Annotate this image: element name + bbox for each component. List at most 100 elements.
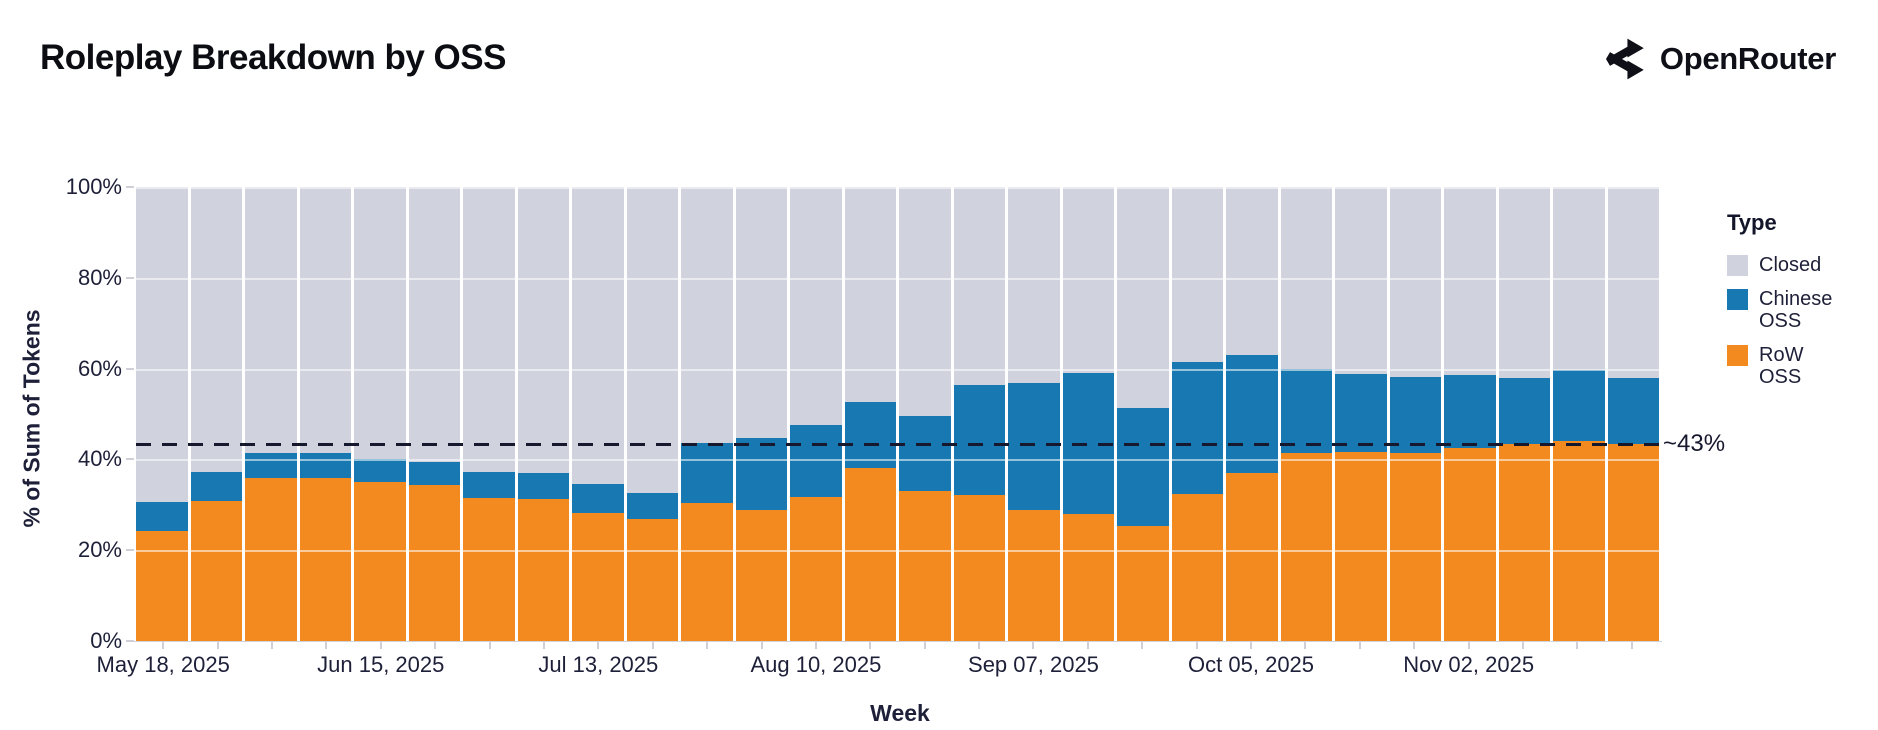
stacked-bar[interactable] bbox=[1226, 187, 1278, 641]
stacked-bar[interactable] bbox=[572, 187, 624, 641]
openrouter-brand[interactable]: OpenRouter bbox=[1601, 36, 1836, 82]
closed-segment[interactable] bbox=[354, 187, 406, 459]
closed-segment[interactable] bbox=[1335, 187, 1387, 375]
chinese-oss-segment[interactable] bbox=[953, 384, 1005, 495]
stacked-bar[interactable] bbox=[136, 187, 188, 641]
closed-segment[interactable] bbox=[953, 187, 1005, 385]
chinese-oss-segment[interactable] bbox=[1226, 354, 1278, 473]
row-oss-segment[interactable] bbox=[572, 512, 624, 641]
stacked-bar[interactable] bbox=[1171, 187, 1223, 641]
closed-segment[interactable] bbox=[1607, 187, 1659, 379]
chinese-oss-segment[interactable] bbox=[1280, 369, 1332, 454]
closed-segment[interactable] bbox=[1280, 187, 1332, 370]
chinese-oss-segment[interactable] bbox=[1062, 373, 1114, 514]
row-oss-segment[interactable] bbox=[517, 498, 569, 641]
stacked-bar[interactable] bbox=[1117, 187, 1169, 641]
closed-segment[interactable] bbox=[735, 187, 787, 439]
chinese-oss-segment[interactable] bbox=[681, 443, 733, 503]
row-oss-segment[interactable] bbox=[1171, 493, 1223, 641]
closed-segment[interactable] bbox=[1062, 187, 1114, 374]
stacked-bar[interactable] bbox=[517, 187, 569, 641]
chinese-oss-segment[interactable] bbox=[899, 415, 951, 492]
closed-segment[interactable] bbox=[844, 187, 896, 403]
stacked-bar[interactable] bbox=[1062, 187, 1114, 641]
chinese-oss-segment[interactable] bbox=[136, 502, 188, 532]
row-oss-segment[interactable] bbox=[1226, 473, 1278, 641]
closed-segment[interactable] bbox=[245, 187, 297, 454]
stacked-bar[interactable] bbox=[245, 187, 297, 641]
row-oss-segment[interactable] bbox=[1008, 509, 1060, 641]
stacked-bar[interactable] bbox=[1389, 187, 1441, 641]
closed-segment[interactable] bbox=[408, 187, 460, 463]
chinese-oss-segment[interactable] bbox=[735, 438, 787, 510]
closed-segment[interactable] bbox=[1498, 187, 1550, 379]
closed-segment[interactable] bbox=[790, 187, 842, 425]
row-oss-segment[interactable] bbox=[1062, 513, 1114, 641]
stacked-bar[interactable] bbox=[190, 187, 242, 641]
row-oss-segment[interactable] bbox=[626, 518, 678, 641]
chinese-oss-segment[interactable] bbox=[1444, 374, 1496, 449]
closed-segment[interactable] bbox=[572, 187, 624, 484]
chinese-oss-segment[interactable] bbox=[1008, 383, 1060, 510]
stacked-bar[interactable] bbox=[354, 187, 406, 641]
chinese-oss-segment[interactable] bbox=[1335, 374, 1387, 453]
stacked-bar[interactable] bbox=[844, 187, 896, 641]
chinese-oss-segment[interactable] bbox=[844, 402, 896, 469]
chinese-oss-segment[interactable] bbox=[245, 453, 297, 478]
closed-segment[interactable] bbox=[1226, 187, 1278, 355]
chinese-oss-segment[interactable] bbox=[626, 492, 678, 519]
chinese-oss-segment[interactable] bbox=[354, 458, 406, 483]
stacked-bar[interactable] bbox=[1607, 187, 1659, 641]
row-oss-segment[interactable] bbox=[299, 478, 351, 641]
row-oss-segment[interactable] bbox=[735, 509, 787, 641]
closed-segment[interactable] bbox=[1553, 187, 1605, 370]
row-oss-segment[interactable] bbox=[136, 531, 188, 641]
row-oss-segment[interactable] bbox=[1389, 453, 1441, 641]
stacked-bar[interactable] bbox=[1444, 187, 1496, 641]
stacked-bar[interactable] bbox=[1280, 187, 1332, 641]
closed-segment[interactable] bbox=[899, 187, 951, 416]
row-oss-segment[interactable] bbox=[790, 497, 842, 641]
closed-segment[interactable] bbox=[681, 187, 733, 444]
row-oss-segment[interactable] bbox=[245, 478, 297, 641]
stacked-bar[interactable] bbox=[1498, 187, 1550, 641]
chinese-oss-segment[interactable] bbox=[1498, 378, 1550, 445]
row-oss-segment[interactable] bbox=[190, 501, 242, 641]
legend-item-closed[interactable]: Closed bbox=[1727, 254, 1877, 276]
chinese-oss-segment[interactable] bbox=[790, 424, 842, 498]
chinese-oss-segment[interactable] bbox=[1389, 377, 1441, 454]
chinese-oss-segment[interactable] bbox=[1607, 378, 1659, 445]
chinese-oss-segment[interactable] bbox=[408, 462, 460, 485]
chinese-oss-segment[interactable] bbox=[517, 473, 569, 499]
row-oss-segment[interactable] bbox=[1280, 453, 1332, 641]
row-oss-segment[interactable] bbox=[1553, 441, 1605, 641]
stacked-bar[interactable] bbox=[626, 187, 678, 641]
chinese-oss-segment[interactable] bbox=[1553, 369, 1605, 442]
closed-segment[interactable] bbox=[1444, 187, 1496, 375]
stacked-bar[interactable] bbox=[1335, 187, 1387, 641]
closed-segment[interactable] bbox=[463, 187, 515, 473]
closed-segment[interactable] bbox=[299, 187, 351, 454]
closed-segment[interactable] bbox=[517, 187, 569, 474]
row-oss-segment[interactable] bbox=[1117, 525, 1169, 641]
closed-segment[interactable] bbox=[1171, 187, 1223, 362]
row-oss-segment[interactable] bbox=[899, 491, 951, 641]
row-oss-segment[interactable] bbox=[1607, 444, 1659, 641]
stacked-bar[interactable] bbox=[1553, 187, 1605, 641]
closed-segment[interactable] bbox=[1117, 187, 1169, 409]
row-oss-segment[interactable] bbox=[408, 484, 460, 641]
stacked-bar[interactable] bbox=[1008, 187, 1060, 641]
row-oss-segment[interactable] bbox=[681, 502, 733, 641]
closed-segment[interactable] bbox=[1008, 187, 1060, 384]
chinese-oss-segment[interactable] bbox=[463, 472, 515, 498]
row-oss-segment[interactable] bbox=[354, 482, 406, 641]
row-oss-segment[interactable] bbox=[1444, 448, 1496, 641]
row-oss-segment[interactable] bbox=[844, 468, 896, 641]
row-oss-segment[interactable] bbox=[1498, 444, 1550, 641]
chinese-oss-segment[interactable] bbox=[1117, 408, 1169, 526]
chinese-oss-segment[interactable] bbox=[1171, 361, 1223, 494]
stacked-bar[interactable] bbox=[463, 187, 515, 641]
stacked-bar[interactable] bbox=[299, 187, 351, 641]
row-oss-segment[interactable] bbox=[953, 494, 1005, 641]
closed-segment[interactable] bbox=[626, 187, 678, 493]
